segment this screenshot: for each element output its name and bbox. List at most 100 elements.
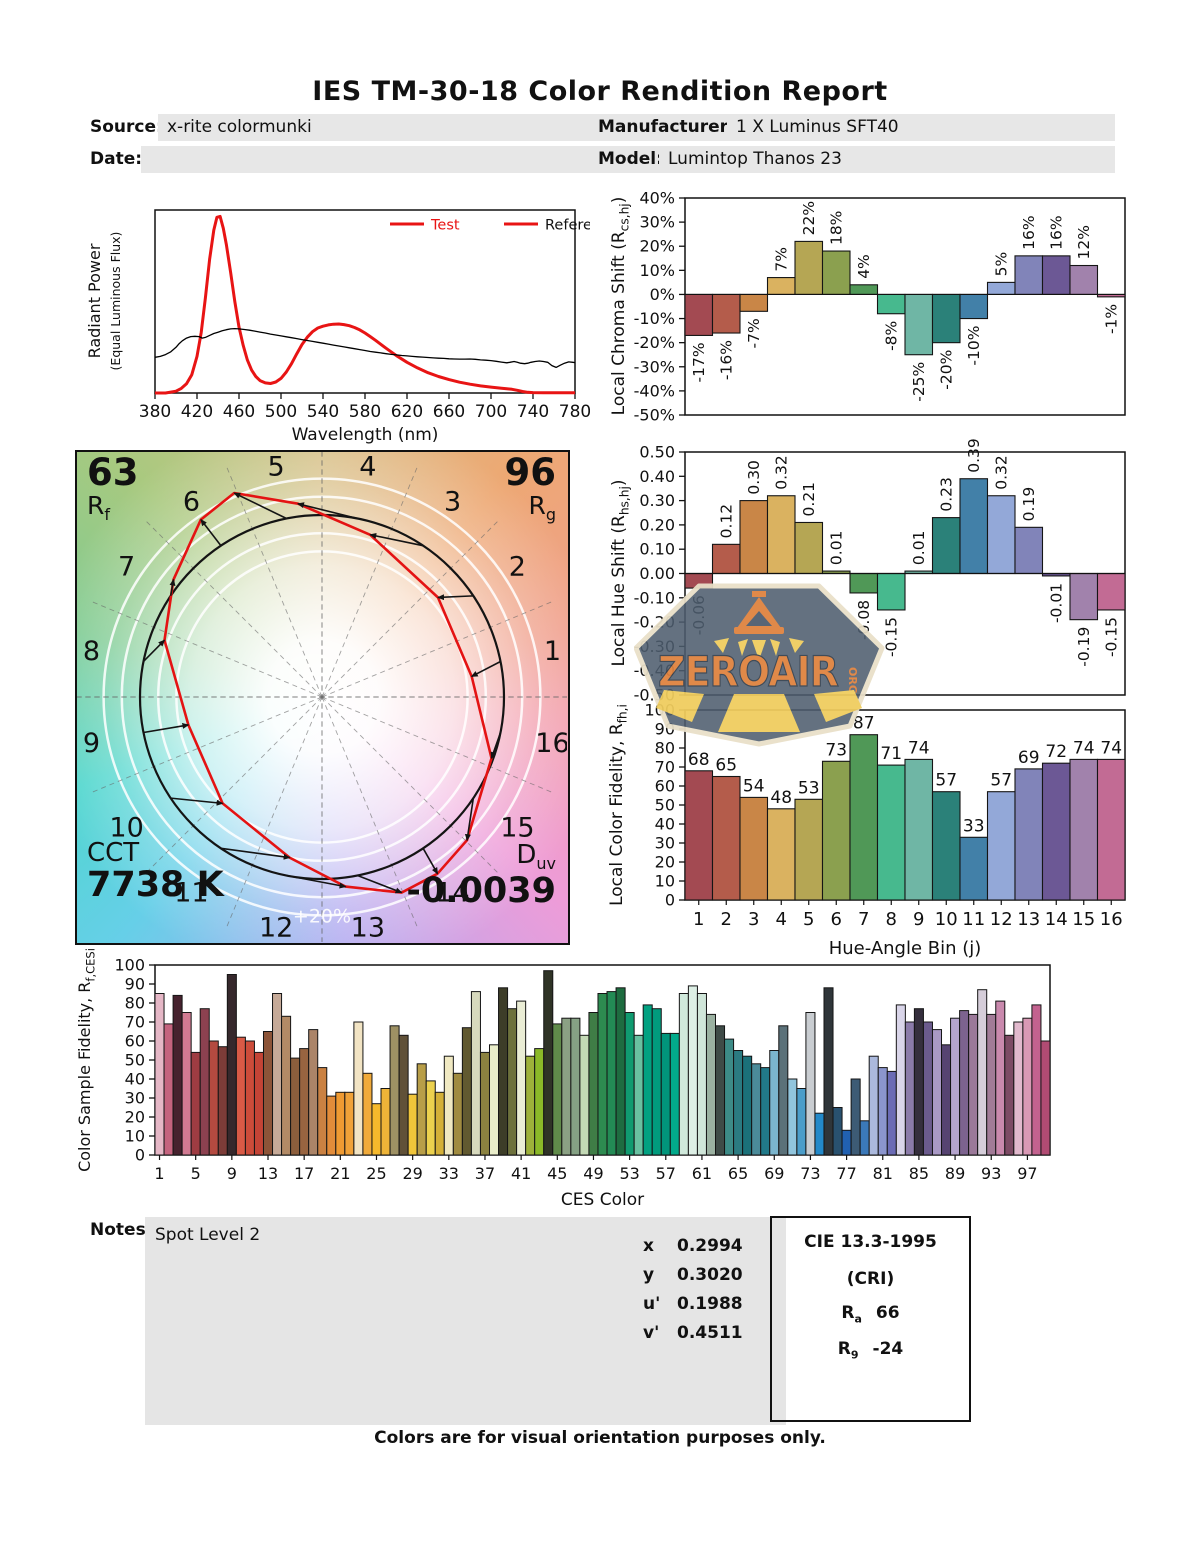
x-tick-label: 9	[227, 1164, 237, 1183]
x-tick-label: 15	[1072, 909, 1095, 930]
bar	[931, 517, 961, 575]
y-axis-title: Color Sample Fidelity, Rf,CESi	[75, 948, 98, 1172]
shift-arrow	[422, 847, 439, 875]
bar	[651, 1008, 662, 1156]
bar	[904, 1021, 915, 1156]
bar	[452, 1072, 463, 1156]
bar	[561, 1017, 572, 1156]
bar	[1031, 1004, 1042, 1156]
bar	[371, 1103, 382, 1156]
hue-bin-boundary	[90, 600, 323, 698]
shift-arrow	[170, 797, 224, 806]
bar	[877, 1067, 888, 1156]
bar-value-label: 0.01	[910, 531, 928, 566]
bar	[154, 993, 165, 1156]
x-tick-label: 49	[583, 1164, 603, 1183]
x-tick-label: 460	[223, 402, 255, 422]
shift-arrow	[470, 660, 501, 678]
bar-value-label: 53	[798, 778, 820, 798]
spectral-power-distribution-chart: 380 420 460 500 540 580 620 660 700 740 780 Wavelen…	[85, 209, 590, 445]
hue-bin-number: 12	[259, 912, 293, 942]
bar-value-label: -8%	[883, 321, 901, 351]
y-tick-label: 100	[114, 956, 145, 975]
x-tick-label: 780	[559, 402, 590, 422]
x-tick-label: 93	[981, 1164, 1001, 1183]
y-axis-title: Local Color Fidelity, Rfh,i	[607, 704, 630, 906]
x-tick-label: 620	[391, 402, 423, 422]
bar	[794, 798, 824, 901]
x-tick-label: 2	[721, 909, 732, 930]
bar	[868, 1055, 879, 1156]
source-value: x-rite colormunki	[158, 114, 758, 141]
legend-reference-label: Reference	[545, 218, 590, 234]
watermark-name: ZEROAIR	[658, 647, 839, 696]
bar-value-label: -0.15	[1103, 617, 1121, 657]
bar	[711, 293, 741, 334]
hue-bin-number: 16	[535, 728, 567, 759]
bar	[1069, 758, 1099, 901]
bar-value-label: 73	[825, 740, 847, 760]
y-tick-label: 70	[125, 1013, 145, 1032]
y-axis-title: Radiant Power	[85, 243, 104, 358]
bar	[766, 495, 796, 575]
bar	[959, 836, 989, 901]
x-tick-label: 660	[433, 402, 465, 422]
bar	[235, 1036, 246, 1156]
bar	[950, 1017, 961, 1156]
zeroair-watermark: ZEROAIR ORG	[633, 582, 886, 748]
footer-note: Colors are for visual orientation purpos…	[374, 1428, 826, 1448]
bar	[425, 1080, 436, 1156]
x-tick-label: 13	[258, 1164, 278, 1183]
bar	[995, 1000, 1006, 1156]
bar-value-label: 74	[1100, 738, 1122, 758]
bar-value-label: -7%	[745, 318, 763, 348]
y-tick-label: 60	[655, 777, 675, 796]
bar	[849, 284, 879, 295]
bar	[335, 1091, 346, 1156]
bar	[498, 987, 509, 1156]
duv-block: Duv -0.0039	[406, 841, 556, 910]
chromaticity-y-row: y 0.3020	[643, 1265, 743, 1285]
x-tick-label: 380	[139, 402, 171, 422]
hue-bin-boundary	[144, 696, 323, 875]
bar	[977, 989, 988, 1156]
bar	[711, 543, 741, 575]
bar-value-label: 0.32	[773, 455, 791, 490]
bar	[516, 1000, 527, 1156]
bar	[407, 1093, 418, 1156]
bar	[552, 1023, 563, 1156]
y-tick-label: 0.20	[639, 515, 675, 534]
bar-value-label: 0.23	[938, 477, 956, 512]
hue-bin-number: 6	[183, 487, 200, 518]
bar	[398, 1034, 409, 1156]
bar	[895, 1004, 906, 1156]
bar	[380, 1088, 391, 1156]
hue-bin-number: 2	[509, 551, 526, 582]
bar	[1041, 255, 1071, 295]
bar	[326, 1095, 337, 1156]
ring-percent-label: +20%	[293, 905, 351, 927]
y-tick-label: 0	[665, 891, 675, 910]
cri-box: CIE 13.3-1995 (CRI) Ra 66 R9 -24	[770, 1216, 971, 1422]
hue-bin-number: 10	[109, 813, 143, 844]
bar-value-label: 5%	[993, 252, 1011, 277]
bar	[724, 1038, 735, 1156]
hue-bin-number: 5	[268, 452, 285, 483]
bar	[217, 1046, 228, 1156]
x-tick-label: 37	[475, 1164, 495, 1183]
y-axis-title: Local Chroma Shift (Rcs,hj)	[609, 197, 632, 416]
light-beams-icon	[656, 690, 862, 732]
bar	[1014, 768, 1044, 901]
bar-value-label: 4%	[855, 254, 873, 279]
bar	[1013, 1021, 1024, 1156]
model-label: Model:	[598, 149, 663, 169]
bar	[986, 1013, 997, 1156]
y-tick-label: 10%	[639, 261, 675, 280]
bar-value-label: -0.15	[883, 617, 901, 657]
hue-bin-number: 13	[351, 912, 385, 942]
bar	[886, 1070, 897, 1156]
y-tick-label: 50	[125, 1051, 145, 1070]
bar	[172, 994, 183, 1156]
hue-bin-number: 14	[435, 877, 469, 908]
